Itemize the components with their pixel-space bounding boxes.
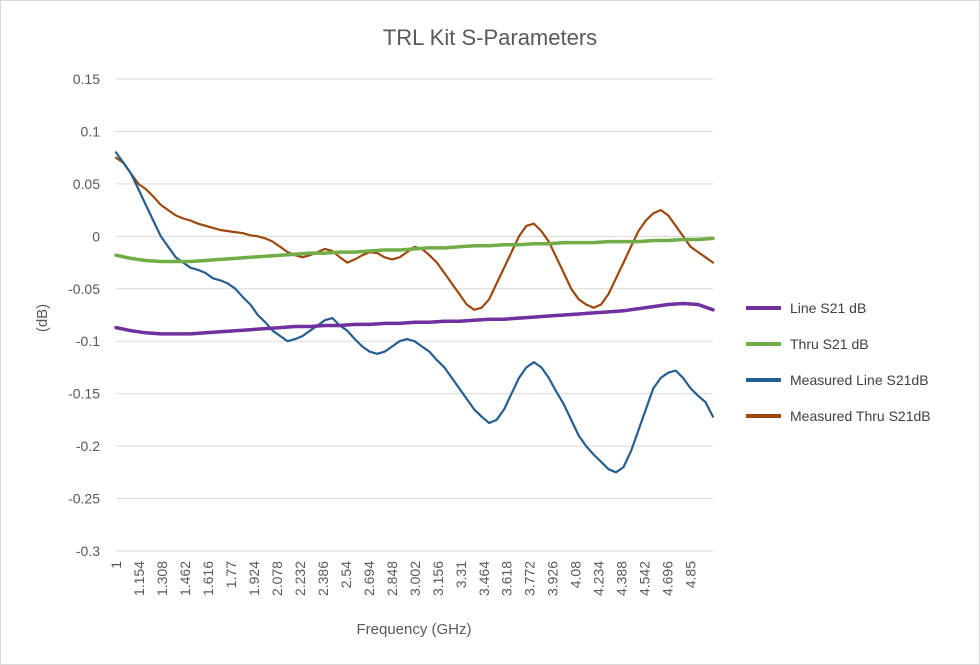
x-tick-label: 3.002: [407, 561, 423, 596]
series-line-2: [114, 151, 715, 474]
x-tick-label: 1.308: [154, 561, 170, 596]
x-tick-label: 2.54: [338, 561, 354, 588]
y-tick-label: -0.1: [76, 333, 100, 349]
series-line-3: [114, 156, 715, 311]
y-axis-title: (dB): [34, 304, 51, 332]
legend-label: Thru S21 dB: [790, 336, 869, 352]
x-tick-label: 3.31: [453, 561, 469, 588]
x-tick-label: 2.386: [315, 561, 331, 596]
y-tick-label: -0.3: [76, 543, 100, 559]
x-axis-ticks: 1 1.154 1.308 1.462 1.616 1.77 1.924 2.078 2.232…: [108, 561, 699, 596]
x-tick-label: 3.772: [522, 561, 538, 596]
series-line-0: [114, 301, 715, 336]
plot-series: [114, 151, 715, 474]
legend: Line S21 dB Thru S21 dB Measured Line S21d…: [746, 300, 931, 424]
x-tick-label: 1: [108, 561, 124, 569]
chart-title: TRL Kit S-Parameters: [383, 25, 597, 50]
y-tick-label: -0.15: [68, 386, 100, 402]
x-tick-label: 1.462: [177, 561, 193, 596]
x-tick-label: 4.542: [637, 561, 653, 596]
series-line-1: [114, 236, 715, 264]
x-tick-label: 4.85: [683, 561, 699, 588]
y-tick-label: -0.05: [68, 281, 100, 297]
x-tick-label: 4.08: [568, 561, 584, 588]
x-tick-label: 1.616: [200, 561, 216, 596]
y-tick-label: 0: [92, 228, 100, 244]
x-tick-label: 1.154: [131, 561, 147, 596]
y-tick-label: -0.2: [76, 438, 100, 454]
x-tick-label: 4.388: [614, 561, 630, 596]
x-tick-label: 3.464: [476, 561, 492, 596]
legend-label: Measured Thru S21dB: [790, 408, 931, 424]
y-tick-label: -0.25: [68, 491, 100, 507]
x-axis-title: Frequency (GHz): [356, 621, 471, 638]
x-tick-label: 2.694: [361, 561, 377, 596]
y-tick-label: 0.15: [73, 71, 100, 87]
x-tick-label: 3.618: [499, 561, 515, 596]
x-tick-label: 4.234: [591, 561, 607, 596]
x-tick-label: 4.696: [660, 561, 676, 596]
y-axis-ticks: 0.15 0.1 0.05 0 -0.05 -0.1 -0.15 -0.2 -0.25 -0.3: [68, 71, 100, 559]
y-tick-label: 0.05: [73, 176, 100, 192]
x-tick-label: 2.848: [384, 561, 400, 596]
x-tick-label: 2.232: [292, 561, 308, 596]
x-tick-label: 3.926: [545, 561, 561, 596]
x-tick-label: 1.924: [246, 561, 262, 596]
legend-label: Line S21 dB: [790, 300, 866, 316]
x-tick-label: 3.156: [430, 561, 446, 596]
gridlines: [116, 78, 713, 552]
x-tick-label: 2.078: [269, 561, 285, 596]
y-tick-label: 0.1: [81, 123, 101, 139]
legend-label: Measured Line S21dB: [790, 372, 929, 388]
x-tick-label: 1.77: [223, 561, 239, 588]
